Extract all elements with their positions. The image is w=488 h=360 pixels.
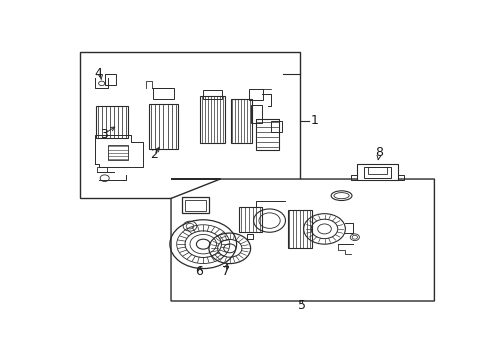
Text: 8: 8 [375, 146, 383, 159]
Text: 5: 5 [297, 299, 305, 312]
Bar [149, 104, 177, 149]
Text: 4: 4 [94, 67, 102, 80]
Text: 7: 7 [222, 265, 229, 278]
Bar [96, 106, 128, 138]
Bar [250, 105, 262, 123]
Text: 1: 1 [310, 114, 318, 127]
Bar [185, 199, 205, 211]
Bar [239, 207, 262, 232]
Bar [364, 167, 390, 177]
Polygon shape [171, 179, 433, 301]
Bar [153, 87, 174, 99]
Text: 2: 2 [150, 148, 158, 161]
Bar [80, 51, 299, 198]
Bar [270, 121, 281, 132]
Bar [203, 90, 222, 99]
Bar [182, 197, 208, 213]
Text: 6: 6 [195, 265, 203, 278]
Bar [367, 167, 386, 174]
Bar [200, 96, 224, 143]
Text: 3: 3 [100, 128, 107, 141]
Bar [230, 99, 251, 143]
Bar [105, 74, 116, 85]
Bar [107, 145, 128, 160]
Bar [256, 120, 279, 150]
Bar [287, 210, 311, 248]
Polygon shape [356, 164, 398, 180]
